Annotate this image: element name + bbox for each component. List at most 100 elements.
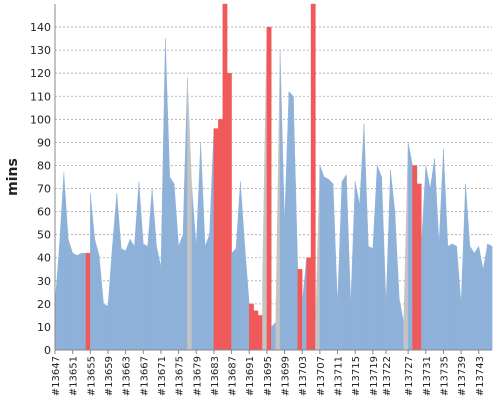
build-duration-mark bbox=[249, 303, 254, 351]
build-duration-mark bbox=[412, 165, 418, 351]
build-duration-mark bbox=[235, 181, 241, 351]
build-duration-mark bbox=[107, 246, 113, 351]
y-tick-label: 130 bbox=[30, 44, 51, 57]
x-tick-label: #13663 bbox=[122, 356, 133, 396]
y-tick-labels: 0 10 20 30 40 50 60 70 80 90 100 110 120 130 140 bbox=[30, 21, 51, 357]
y-tick-label: 90 bbox=[37, 136, 51, 149]
build-duration-mark bbox=[156, 246, 162, 351]
build-duration-mark bbox=[363, 123, 369, 351]
build-duration-mark bbox=[377, 165, 382, 351]
build-duration-mark bbox=[90, 193, 95, 351]
x-tick-label: #13731 bbox=[422, 356, 433, 396]
build-duration-mark bbox=[434, 158, 440, 351]
build-duration-mark bbox=[346, 174, 351, 351]
build-duration-mark bbox=[112, 193, 117, 351]
build-duration-mark bbox=[275, 50, 281, 351]
x-tick-label: #13667 bbox=[139, 356, 150, 396]
build-duration-mark bbox=[460, 183, 466, 351]
build-duration-mark bbox=[160, 38, 166, 351]
build-duration-mark bbox=[68, 239, 73, 351]
build-duration-mark bbox=[121, 248, 126, 351]
y-tick-label: 140 bbox=[30, 21, 51, 34]
build-duration-mark bbox=[76, 252, 82, 351]
x-tick-label: #13675 bbox=[175, 356, 186, 396]
y-tick-label: 40 bbox=[37, 252, 51, 265]
build-duration-mark bbox=[178, 234, 184, 351]
build-duration-mark bbox=[469, 245, 475, 351]
x-tick-label: #13703 bbox=[298, 356, 309, 396]
y-tick-label: 110 bbox=[30, 90, 51, 103]
build-duration-mark bbox=[231, 248, 237, 351]
build-duration-mark bbox=[200, 142, 206, 351]
x-tick-label: #13722 bbox=[382, 356, 393, 396]
build-duration-mark bbox=[474, 245, 479, 351]
build-duration-mark bbox=[134, 181, 140, 351]
build-duration-mark bbox=[94, 239, 100, 351]
x-tick-label: #13659 bbox=[104, 356, 115, 396]
x-tick-label: #13735 bbox=[439, 356, 450, 396]
y-tick-label: 10 bbox=[37, 321, 51, 334]
build-duration-mark bbox=[390, 170, 396, 351]
axes bbox=[54, 4, 492, 351]
x-tick-labels: #13647 #13651 #13655 #13659 #13663 #13667 #136… bbox=[51, 350, 486, 396]
build-duration-mark bbox=[438, 149, 444, 351]
build-duration-mark bbox=[337, 181, 343, 351]
build-duration-mark bbox=[385, 170, 391, 351]
build-duration-mark bbox=[430, 158, 435, 351]
build-duration-mark bbox=[103, 303, 109, 351]
x-tick-label: #13655 bbox=[86, 356, 97, 396]
x-tick-label: #13743 bbox=[475, 356, 486, 396]
build-duration-mark bbox=[191, 188, 197, 351]
x-tick-label: #13695 bbox=[263, 356, 274, 396]
build-duration-mark bbox=[293, 96, 298, 351]
build-duration-mark bbox=[196, 142, 201, 351]
build-duration-mark bbox=[165, 38, 170, 351]
x-tick-label: #13651 bbox=[69, 356, 80, 396]
build-duration-mark bbox=[482, 243, 488, 351]
build-duration-mark bbox=[279, 50, 285, 351]
build-duration-mark bbox=[59, 172, 65, 351]
y-tick-label: 0 bbox=[44, 344, 51, 357]
build-duration-mark bbox=[182, 77, 188, 351]
build-duration-mark bbox=[443, 149, 449, 351]
x-tick-label: #13699 bbox=[281, 356, 292, 396]
build-duration-mark bbox=[324, 176, 329, 351]
build-duration-mark bbox=[368, 245, 374, 351]
y-tick-label: 70 bbox=[37, 183, 51, 196]
x-tick-label: #13679 bbox=[192, 356, 203, 396]
build-duration-mark bbox=[399, 299, 404, 351]
build-duration-mark bbox=[253, 310, 259, 351]
y-tick-label: 120 bbox=[30, 67, 51, 80]
build-duration-mark bbox=[372, 165, 378, 351]
build-duration-mark bbox=[173, 183, 179, 351]
build-duration-mark bbox=[222, 3, 228, 351]
build-duration-mark bbox=[310, 3, 316, 351]
build-duration-mark bbox=[187, 77, 193, 351]
build-duration-mark bbox=[266, 26, 272, 351]
build-duration-mark bbox=[394, 211, 400, 351]
build-duration-mark bbox=[456, 246, 462, 351]
x-tick-label: #13739 bbox=[457, 356, 468, 396]
build-duration-mark bbox=[209, 128, 215, 351]
y-axis-title: mins bbox=[5, 158, 21, 196]
x-tick-label: #13671 bbox=[157, 356, 168, 396]
build-duration-mark bbox=[143, 243, 148, 351]
build-duration-mark bbox=[244, 246, 250, 351]
build-duration-mark bbox=[341, 174, 347, 351]
build-duration-mark bbox=[452, 243, 457, 351]
build-duration-mark bbox=[416, 183, 422, 351]
y-tick-label: 20 bbox=[37, 298, 51, 311]
build-duration-mark bbox=[381, 176, 387, 351]
y-tick-label: 60 bbox=[37, 206, 51, 219]
build-duration-mark bbox=[447, 243, 453, 351]
build-duration-mark bbox=[478, 246, 484, 351]
build-duration-mark bbox=[301, 257, 307, 351]
y-tick-label: 100 bbox=[30, 113, 51, 126]
build-duration-mark bbox=[125, 239, 131, 351]
x-tick-label: #13727 bbox=[404, 356, 415, 396]
build-duration-mark bbox=[218, 119, 223, 351]
x-tick-label: #13719 bbox=[369, 356, 380, 396]
build-duration-mark bbox=[271, 321, 276, 351]
